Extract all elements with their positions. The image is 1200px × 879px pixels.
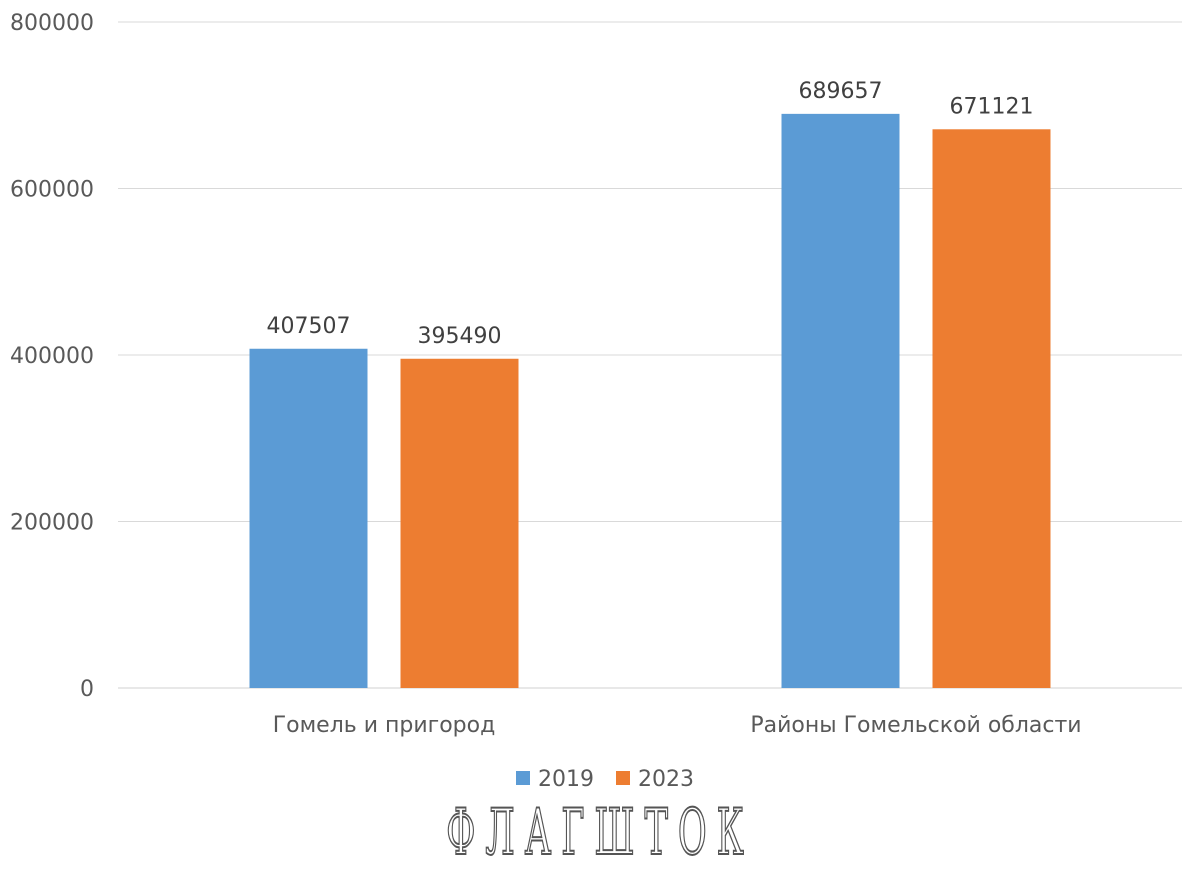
x-category-label: Гомель и пригород <box>273 713 496 738</box>
bars <box>249 113 1051 689</box>
legend-swatch <box>516 771 530 785</box>
legend-swatch <box>616 771 630 785</box>
bar <box>400 358 519 688</box>
bar <box>932 129 1051 689</box>
legend-label: 2019 <box>538 767 594 792</box>
bar <box>781 113 900 689</box>
data-label: 689657 <box>799 79 883 104</box>
y-tick-label: 0 <box>80 677 94 702</box>
bar-chart: 0 200000 400000 600000 800000 407507 395490 68… <box>10 11 1182 792</box>
data-label: 395490 <box>418 324 502 349</box>
y-tick-label: 200000 <box>10 511 94 536</box>
bar <box>249 348 368 688</box>
data-label: 407507 <box>267 314 351 339</box>
legend-label: 2023 <box>638 767 694 792</box>
watermark-logo: ФЛАГШТОК <box>446 796 754 870</box>
data-labels: 407507 395490 689657 671121 <box>267 79 1034 349</box>
legend: 2019 2023 <box>516 767 694 792</box>
data-label: 671121 <box>950 94 1034 119</box>
x-category-label: Районы Гомельской области <box>750 713 1081 738</box>
y-axis-ticks: 0 200000 400000 600000 800000 <box>10 11 94 702</box>
y-tick-label: 600000 <box>10 178 94 203</box>
y-tick-label: 800000 <box>10 11 94 36</box>
x-axis-categories: Гомель и пригород Районы Гомельской облас… <box>273 713 1082 738</box>
y-tick-label: 400000 <box>10 344 94 369</box>
